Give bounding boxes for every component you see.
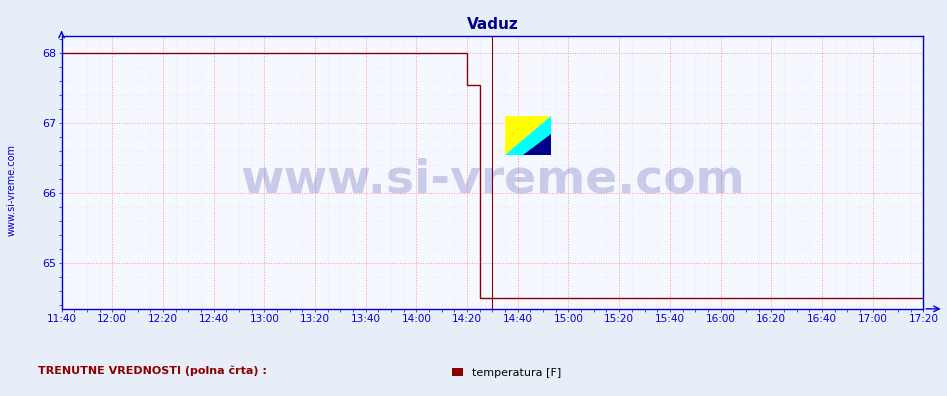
Polygon shape [505,116,551,155]
Polygon shape [505,116,551,155]
Polygon shape [524,133,551,155]
Text: www.si-vreme.com: www.si-vreme.com [7,144,16,236]
Title: Vaduz: Vaduz [467,17,518,32]
Text: www.si-vreme.com: www.si-vreme.com [241,158,744,203]
Text: TRENUTNE VREDNOSTI (polna črta) :: TRENUTNE VREDNOSTI (polna črta) : [38,366,267,376]
Legend: temperatura [F]: temperatura [F] [448,364,565,383]
